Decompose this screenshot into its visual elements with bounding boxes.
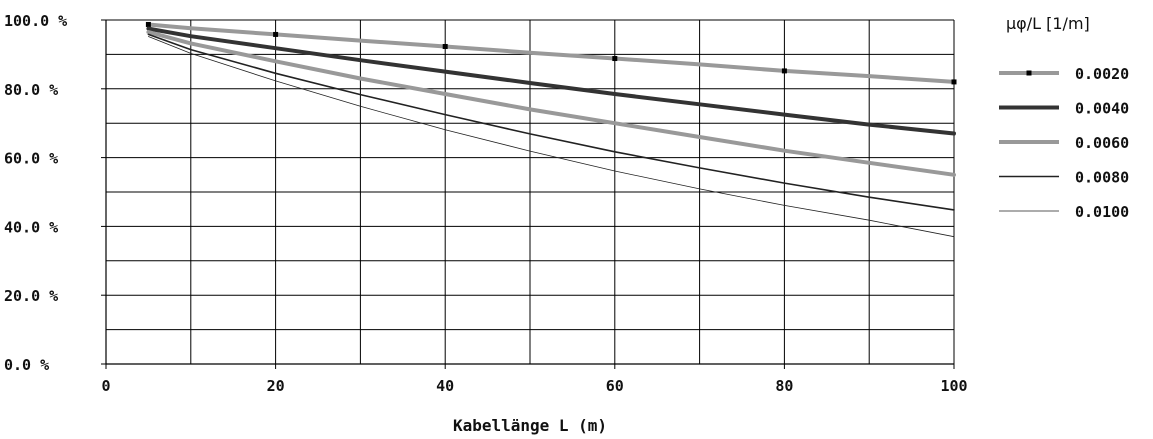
y-tick-label: 0.0 %	[4, 356, 49, 374]
legend-label-0.0100: 0.0100	[1075, 203, 1129, 221]
data-point-marker	[145, 21, 151, 27]
x-tick-label: 80	[775, 377, 793, 395]
data-point-marker	[951, 79, 957, 85]
series-line-0.0040	[146, 26, 956, 136]
series-line-0.0100	[148, 36, 955, 238]
data-point-marker	[612, 56, 618, 62]
x-tick-label: 60	[606, 377, 624, 395]
x-tick-label: 100	[940, 377, 967, 395]
x-axis-title: Kabellänge L (m)	[453, 416, 607, 435]
y-tick-label: 100.0 %	[4, 12, 67, 30]
y-tick-label: 80.0 %	[4, 81, 58, 99]
legend-title: μφ/L [1/m]	[1006, 14, 1090, 33]
series-group	[145, 21, 957, 238]
y-tick-label: 60.0 %	[4, 150, 58, 168]
legend-marker	[1026, 70, 1032, 76]
series-line-0.0020	[146, 22, 956, 84]
legend-label-0.0060: 0.0060	[1075, 134, 1129, 152]
y-tick-label: 40.0 %	[4, 218, 58, 236]
legend-label-0.0040: 0.0040	[1075, 100, 1129, 118]
data-point-marker	[273, 31, 279, 37]
data-point-marker	[442, 43, 448, 49]
axes	[105, 20, 954, 365]
data-point-marker	[781, 68, 787, 74]
x-tick-labels: 0 20 40 60 80 100	[101, 364, 968, 395]
x-tick-label: 20	[267, 377, 285, 395]
legend: μφ/L [1/m] 0.0020 0.0040 0.0060 0.0080 0.010…	[999, 14, 1129, 221]
y-tick-labels: 0.0 % 20.0 % 40.0 % 60.0 % 80.0 % 100.0 %	[4, 12, 106, 374]
series-line-0.0080	[147, 33, 955, 211]
x-tick-label: 40	[436, 377, 454, 395]
y-tick-label: 20.0 %	[4, 287, 58, 305]
x-tick-label: 0	[101, 377, 110, 395]
legend-label-0.0080: 0.0080	[1075, 169, 1129, 187]
legend-label-0.0020: 0.0020	[1075, 65, 1129, 83]
series-line-0.0060	[146, 30, 956, 177]
